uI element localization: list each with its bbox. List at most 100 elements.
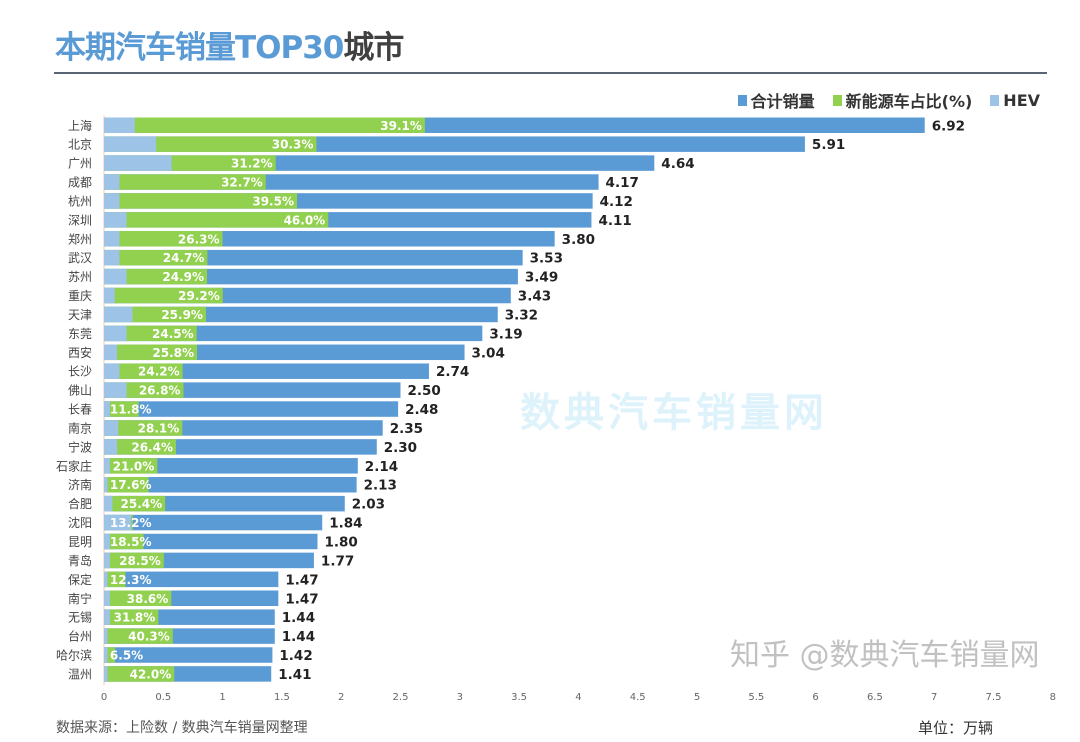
x-tick-label: 5.5 [748,692,764,703]
nev-share-label: 24.7% [163,251,205,265]
bar-hev [104,439,118,455]
category-label: 济南 [68,477,92,492]
bar-hev [104,420,119,436]
nev-share-label: 26.8% [139,384,181,398]
total-value-label: 1.47 [285,591,318,607]
legend-swatch [832,94,842,106]
bar-hev [104,495,113,512]
category-label: 青岛 [68,553,92,568]
total-value-label: 1.42 [279,648,312,664]
bar-nev-share [104,325,197,342]
bar-nev-share [104,174,266,190]
bar-hev [104,136,157,152]
category-label: 哈尔滨 [56,648,92,663]
total-value-label: 1.84 [329,516,362,532]
bar-nev-share [104,249,208,266]
total-value-label: 4.17 [606,175,639,191]
category-label: 武汉 [68,251,92,265]
category-label: 西安 [68,345,92,360]
nev-share-label: 13.2% [110,516,152,530]
nev-share-label: 17.6% [110,478,152,492]
nev-share-label: 25.8% [152,346,194,360]
category-label: 南宁 [68,591,92,606]
bar-hev [104,552,110,569]
bar-hev [104,325,127,342]
legend-swatch [737,94,747,106]
bar-nev-share [104,609,159,625]
total-value-label: 5.91 [812,137,845,153]
x-tick-label: 3.5 [511,692,527,703]
bar-total [104,363,429,379]
category-label: 温州 [68,667,92,681]
bar-hev [104,666,108,682]
x-tick-label: 6 [812,692,818,703]
category-label: 无锡 [68,610,92,625]
bar-nev-share [104,212,329,228]
bar-nev-share [104,552,164,569]
category-label: 杭州 [68,193,92,208]
nev-share-label: 26.4% [131,440,173,454]
nev-share-label: 28.5% [119,554,161,568]
bar-hev [104,193,120,209]
nev-share-label: 12.3% [110,573,152,587]
nev-share-label: 25.9% [161,308,203,322]
bar-nev-share [104,117,425,133]
bar-hev [104,476,108,493]
x-tick-label: 1 [219,692,225,703]
legend-item-total: 合计销量 [737,88,815,112]
x-tick-label: 8 [1050,692,1056,703]
total-value-label: 4.64 [661,156,694,172]
bar-hev [104,249,120,266]
title-divider [54,72,1047,74]
bar-hev [104,231,120,247]
total-value-label: 3.43 [518,289,551,305]
nev-share-label: 29.2% [178,289,220,303]
bar-nev-share [104,287,223,304]
nev-share-label: 30.3% [272,138,314,152]
bar-nev-share [104,458,158,474]
nev-share-label: 39.1% [380,119,422,133]
category-label: 长春 [68,403,92,417]
bar-nev-share [104,628,173,644]
x-tick-label: 1.5 [274,692,290,703]
bar-total [104,476,357,493]
total-value-label: 2.03 [352,497,385,513]
x-tick-label: 4.5 [630,692,646,703]
bar-hev [104,117,135,133]
bar-nev-share [104,268,208,285]
category-label: 台州 [68,629,92,644]
bar-total [104,458,358,474]
total-value-label: 3.04 [472,345,505,361]
bar-hev [104,363,120,379]
category-label: 南京 [68,420,92,435]
bar-nev-share [104,136,317,152]
legend-swatch [990,94,1000,106]
bar-nev-share [104,420,183,436]
nev-share-label: 42.0% [130,667,172,681]
bar-nev-share [104,439,177,455]
total-value-label: 2.14 [365,459,398,475]
x-tick-label: 2 [338,692,344,703]
bar-hev [104,268,127,285]
total-value-label: 1.41 [278,667,311,683]
x-tick-label: 7.5 [986,692,1002,703]
bar-total [104,514,323,531]
total-value-label: 4.11 [598,213,631,229]
category-label: 郑州 [68,231,92,246]
center-watermark: 数典汽车销量网 [520,390,828,436]
bar-nev-share [104,344,198,361]
bar-nev-share [104,495,166,512]
total-value-label: 2.48 [405,402,438,418]
category-label: 合肥 [68,496,92,511]
category-label: 深圳 [68,213,92,227]
category-label: 宁波 [68,439,92,454]
total-value-label: 3.19 [489,326,522,342]
x-tick-label: 3 [457,692,463,703]
total-value-label: 2.50 [408,383,441,399]
x-tick-label: 0.5 [155,692,171,703]
bar-hev [104,382,127,398]
total-value-label: 6.92 [932,118,965,134]
bar-total [104,325,483,342]
total-value-label: 3.53 [530,251,563,267]
